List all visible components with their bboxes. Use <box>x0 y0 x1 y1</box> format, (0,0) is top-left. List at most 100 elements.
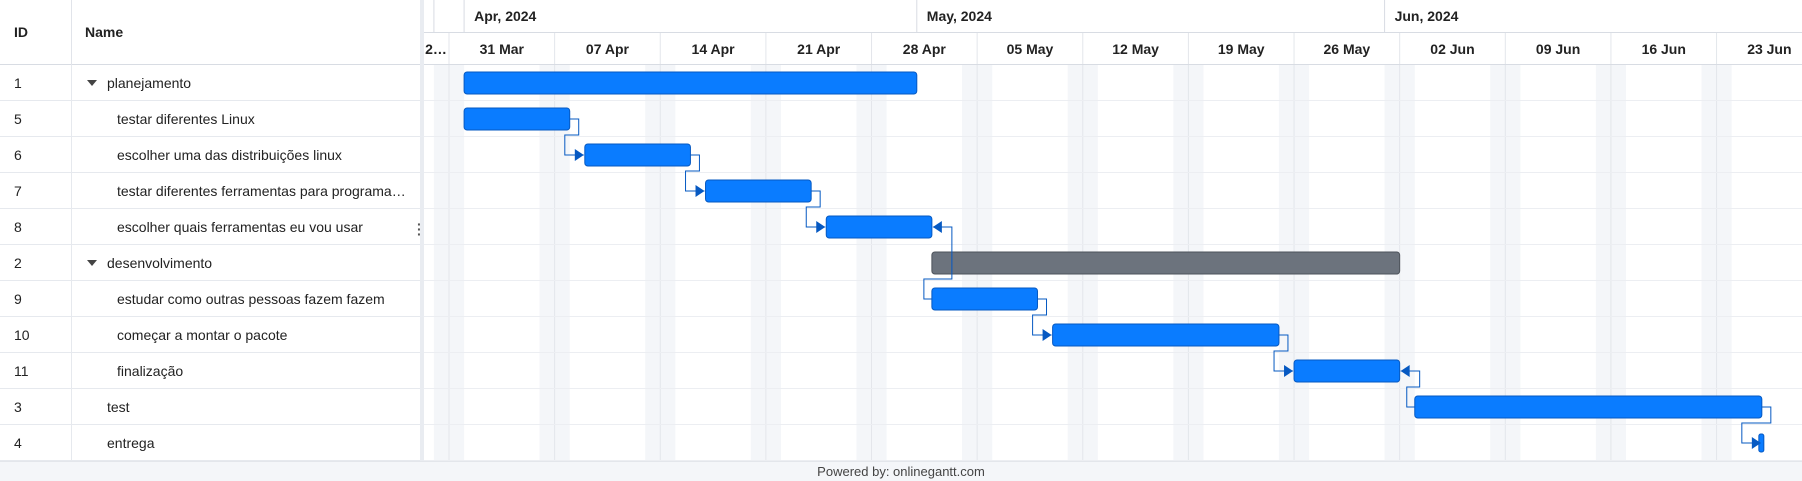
task-bar[interactable] <box>584 143 691 167</box>
week-label: 23 Jun <box>1747 41 1791 57</box>
weekend-shade <box>1505 65 1521 461</box>
weekend-shade <box>1595 65 1611 461</box>
gantt-chart: Apr, 2024 May, 2024 Jun, 2024 2… 31 Mar 07 Ap… <box>424 0 1802 461</box>
dependency-link[interactable] <box>1032 298 1052 336</box>
task-bar[interactable] <box>463 107 571 131</box>
task-bar[interactable] <box>1052 323 1280 347</box>
link-arrow-icon <box>816 221 826 233</box>
week-label: 12 May <box>1112 41 1159 57</box>
row-id: 10 <box>14 327 30 343</box>
task-bar[interactable] <box>931 287 1039 311</box>
task-name[interactable]: escolher uma das distribuições linux <box>117 147 342 163</box>
column-divider <box>71 425 72 461</box>
dependency-link[interactable] <box>1273 334 1294 372</box>
week-label: 2… <box>425 41 447 57</box>
week-label: 07 Apr <box>586 41 630 57</box>
link-arrow-icon <box>1400 365 1410 377</box>
dependency-link[interactable] <box>685 154 705 192</box>
task-name[interactable]: estudar como outras pessoas fazem fazem <box>117 291 385 307</box>
week-label: 02 Jun <box>1430 41 1474 57</box>
link-arrow-icon <box>574 149 584 161</box>
grid-resizer[interactable] <box>420 0 424 461</box>
column-divider <box>71 65 72 101</box>
week-label: 14 Apr <box>692 41 736 57</box>
task-name[interactable]: testar diferentes ferramentas para progr… <box>117 183 408 199</box>
dependency-link[interactable] <box>1741 406 1772 444</box>
task-name[interactable]: entrega <box>107 435 155 451</box>
week-label: 19 May <box>1218 41 1265 57</box>
weekend-shade <box>750 65 766 461</box>
grid-header: ID Name <box>0 0 422 65</box>
dependency-link[interactable] <box>1400 370 1421 408</box>
id-column-header[interactable]: ID <box>14 24 28 40</box>
row-id: 7 <box>14 183 22 199</box>
column-divider <box>71 353 72 389</box>
weekend-shade <box>1716 65 1732 461</box>
link-arrow-icon <box>932 221 942 233</box>
link-arrow-icon <box>1751 437 1761 449</box>
resize-handle-icon[interactable]: · · · <box>417 216 422 242</box>
powered-by-link[interactable]: Powered by: onlinegantt.com <box>817 464 985 479</box>
week-label: 26 May <box>1324 41 1371 57</box>
task-grid: ID Name 1 planejamento 5 testar diferentes … <box>0 0 424 461</box>
dependency-link[interactable] <box>923 226 953 300</box>
week-label: 05 May <box>1007 41 1054 57</box>
dependency-link[interactable] <box>805 190 826 228</box>
grid-row[interactable]: 2 desenvolvimento <box>0 245 422 281</box>
link-arrow-icon <box>695 185 705 197</box>
task-name[interactable]: planejamento <box>107 75 192 91</box>
parent-task-bar[interactable] <box>463 71 918 95</box>
link-arrow-icon <box>1042 329 1052 341</box>
week-label: 09 Jun <box>1536 41 1580 57</box>
link-arrow-icon <box>1284 365 1294 377</box>
task-name[interactable]: test <box>107 399 130 415</box>
row-id: 11 <box>14 363 29 379</box>
month-label: Apr, 2024 <box>474 8 536 24</box>
summary-task-bar[interactable] <box>931 251 1401 275</box>
task-name[interactable]: testar diferentes Linux <box>117 111 255 127</box>
task-bar[interactable] <box>705 179 812 203</box>
grid-row[interactable]: 6 escolher uma das distribuições linux <box>0 137 422 173</box>
grid-row[interactable]: 10 começar a montar o pacote <box>0 317 422 353</box>
task-bar[interactable] <box>825 215 933 239</box>
caret-down-icon[interactable] <box>87 260 97 266</box>
grid-row[interactable]: 8 escolher quais ferramentas eu vou usar <box>0 209 422 245</box>
column-divider <box>71 173 72 209</box>
grid-row[interactable]: 5 testar diferentes Linux <box>0 101 422 137</box>
task-name[interactable]: escolher quais ferramentas eu vou usar <box>117 219 363 235</box>
week-label: 28 Apr <box>903 41 947 57</box>
weekend-shade <box>433 65 449 461</box>
task-name[interactable]: finalização <box>117 363 184 379</box>
row-id: 3 <box>14 399 22 415</box>
grid-row[interactable]: 11 finalização <box>0 353 422 389</box>
task-bar[interactable] <box>1293 359 1401 383</box>
dependency-link[interactable] <box>564 118 584 156</box>
weekend-shade <box>539 65 555 461</box>
task-bar[interactable] <box>1414 395 1763 419</box>
footer: Powered by: onlinegantt.com <box>0 461 1802 481</box>
month-label: Jun, 2024 <box>1395 8 1459 24</box>
grid-row[interactable]: 1 planejamento <box>0 65 422 101</box>
row-id: 6 <box>14 147 22 163</box>
weekend-shade <box>449 65 465 461</box>
task-name[interactable]: começar a montar o pacote <box>117 327 288 343</box>
column-divider <box>71 209 72 245</box>
weekend-shade <box>856 65 872 461</box>
weekend-shade <box>554 65 570 461</box>
row-id: 4 <box>14 435 22 451</box>
grid-row[interactable]: 9 estudar como outras pessoas fazem fazem <box>0 281 422 317</box>
weekend-shade <box>660 65 676 461</box>
weekend-shade <box>1399 65 1415 461</box>
weekend-shade <box>1701 65 1717 461</box>
grid-row[interactable]: 3 test <box>0 389 422 425</box>
gantt-timeline-svg: Apr, 2024 May, 2024 Jun, 2024 2… 31 Mar 07 Ap… <box>424 0 1802 461</box>
task-name[interactable]: desenvolvimento <box>107 255 213 271</box>
column-divider <box>71 137 72 173</box>
name-column-header[interactable]: Name <box>85 24 124 40</box>
weekend-shade <box>1610 65 1627 461</box>
weekend-shade <box>1490 65 1506 461</box>
column-divider <box>71 101 72 137</box>
grid-row[interactable]: 4 entrega <box>0 425 422 461</box>
caret-down-icon[interactable] <box>87 80 97 86</box>
grid-row[interactable]: 7 testar diferentes ferramentas para prog… <box>0 173 422 209</box>
